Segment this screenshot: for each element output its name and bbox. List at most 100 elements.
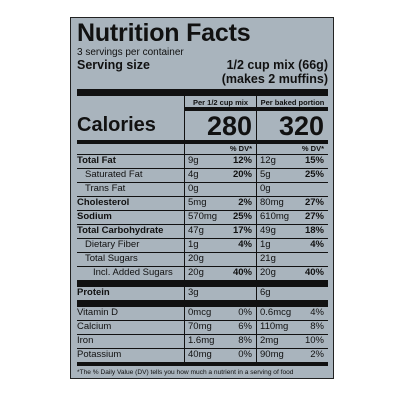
nutrient-baked-cell: 1g 4% xyxy=(256,239,328,252)
nutrient-baked-amount: 21g xyxy=(260,253,276,264)
nutrient-row: Sodium 570mg 25% 610mg 27% xyxy=(77,211,328,225)
vitamin-mix-cell: 40mg 0% xyxy=(184,349,256,362)
nutrient-baked-cell: 49g 18% xyxy=(256,225,328,238)
vitamin-mix-amount: 70mg xyxy=(188,321,212,332)
serving-size-label: Serving size xyxy=(77,58,150,72)
nutrient-row: Incl. Added Sugars 20g 40% 20g 40% xyxy=(77,267,328,280)
nutrient-row: Total Fat 9g 12% 12g 15% xyxy=(77,155,328,169)
divider-end xyxy=(77,362,328,366)
vitamin-mix-amount: 0mcg xyxy=(188,307,212,318)
nutrient-baked-amount: 1g xyxy=(260,239,271,250)
baked-column-header: Per baked portion xyxy=(257,96,328,111)
vitamin-baked-dv: 8% xyxy=(310,321,324,332)
vitamin-mix-dv: 6% xyxy=(238,321,252,332)
vitamin-row: Vitamin D 0mcg 0% 0.6mcg 4% xyxy=(77,307,328,321)
dv-header-baked: % DV* xyxy=(256,144,328,154)
vitamin-row: Iron 1.6mg 8% 2mg 10% xyxy=(77,335,328,349)
baked-column: Per baked portion 320 xyxy=(256,96,328,141)
label-title: Nutrition Facts xyxy=(77,19,251,47)
nutrient-mix-dv: 17% xyxy=(232,225,252,236)
nutrient-label: Dietary Fiber xyxy=(85,239,140,250)
vitamin-mix-dv: 0% xyxy=(238,349,252,360)
vitamin-baked-dv: 10% xyxy=(304,335,324,346)
calories-baked-value: 320 xyxy=(278,111,324,141)
nutrient-label: Sodium xyxy=(77,211,112,222)
vitamin-label: Vitamin D xyxy=(77,307,119,318)
nutrient-mix-dv: 4% xyxy=(238,239,252,250)
nutrient-baked-amount: 12g xyxy=(260,155,276,166)
divider-thick xyxy=(77,89,328,96)
dv-header-mix: % DV* xyxy=(184,144,256,154)
nutrient-baked-dv: 15% xyxy=(304,155,324,166)
nutrient-baked-dv: 25% xyxy=(304,169,324,180)
nutrient-row: Total Sugars 20g 21g xyxy=(77,253,328,267)
nutrient-baked-dv: 18% xyxy=(304,225,324,236)
nutrient-mix-amount: 9g xyxy=(188,155,199,166)
calories-block: Calories Per 1/2 cup mix 280 Per baked p… xyxy=(77,96,328,144)
vitamin-mix-cell: 0mcg 0% xyxy=(184,307,256,320)
serving-size-value-2: (makes 2 muffins) xyxy=(221,72,328,86)
calories-label: Calories xyxy=(77,114,156,136)
vitamin-row: Calcium 70mg 6% 110mg 8% xyxy=(77,321,328,335)
nutrient-mix-cell: 9g 12% xyxy=(184,155,256,168)
protein-mix-amount: 3g xyxy=(184,287,256,300)
nutrient-mix-amount: 1g xyxy=(188,239,199,250)
vitamin-baked-amount: 90mg xyxy=(260,349,284,360)
nutrient-label: Incl. Added Sugars xyxy=(93,267,173,278)
nutrient-baked-cell: 5g 25% xyxy=(256,169,328,182)
vitamin-baked-cell: 2mg 10% xyxy=(256,335,328,348)
nutrient-mix-amount: 47g xyxy=(188,225,204,236)
nutrient-mix-cell: 0g xyxy=(184,183,256,196)
nutrient-mix-amount: 570mg xyxy=(188,211,218,222)
divider-mid xyxy=(77,300,328,307)
nutrient-baked-amount: 0g xyxy=(260,183,271,194)
vitamin-mix-dv: 0% xyxy=(238,307,252,318)
nutrient-mix-dv: 20% xyxy=(232,169,252,180)
mix-column: Per 1/2 cup mix 280 xyxy=(184,96,256,141)
nutrient-row: Trans Fat 0g 0g xyxy=(77,183,328,197)
mix-column-header: Per 1/2 cup mix xyxy=(185,96,256,111)
nutrient-mix-amount: 0g xyxy=(188,183,199,194)
vitamin-baked-amount: 0.6mcg xyxy=(260,307,292,318)
nutrient-row: Saturated Fat 4g 20% 5g 25% xyxy=(77,169,328,183)
vitamin-baked-dv: 2% xyxy=(310,349,324,360)
nutrient-row: Dietary Fiber 1g 4% 1g 4% xyxy=(77,239,328,253)
dv-header-row: % DV* % DV* xyxy=(77,144,328,155)
vitamin-baked-amount: 110mg xyxy=(260,321,289,332)
calories-mix-value: 280 xyxy=(206,111,252,141)
serving-size-value-1: 1/2 cup mix (66g) xyxy=(226,58,328,72)
nutrient-baked-cell: 0g xyxy=(256,183,328,196)
nutrient-mix-dv: 12% xyxy=(232,155,252,166)
vitamin-baked-cell: 0.6mcg 4% xyxy=(256,307,328,320)
nutrient-mix-cell: 20g xyxy=(184,253,256,266)
nutrient-baked-amount: 610mg xyxy=(260,211,290,222)
vitamin-mix-amount: 1.6mg xyxy=(188,335,215,346)
protein-label: Protein xyxy=(77,287,110,298)
nutrient-baked-cell: 610mg 27% xyxy=(256,211,328,224)
vitamin-baked-dv: 4% xyxy=(310,307,324,318)
nutrient-mix-amount: 20g xyxy=(188,253,204,264)
vitamin-baked-amount: 2mg xyxy=(260,335,279,346)
nutrient-mix-amount: 4g xyxy=(188,169,199,180)
vitamin-baked-cell: 90mg 2% xyxy=(256,349,328,362)
protein-row: Protein 3g 6g xyxy=(77,287,328,300)
nutrient-baked-cell: 80mg 27% xyxy=(256,197,328,210)
nutrient-mix-cell: 4g 20% xyxy=(184,169,256,182)
nutrient-baked-amount: 20g xyxy=(260,267,276,278)
nutrient-row: Cholesterol 5mg 2% 80mg 27% xyxy=(77,197,328,211)
nutrient-label: Saturated Fat xyxy=(85,169,143,180)
vitamin-baked-cell: 110mg 8% xyxy=(256,321,328,334)
vitamin-mix-dv: 8% xyxy=(238,335,252,346)
vitamin-rows: Vitamin D 0mcg 0% 0.6mcg 4% Calcium 70mg 6% 110m… xyxy=(77,307,328,362)
nutrient-label: Total Carbohydrate xyxy=(77,225,164,236)
nutrient-baked-amount: 5g xyxy=(260,169,271,180)
nutrient-mix-dv: 2% xyxy=(238,197,252,208)
nutrient-mix-amount: 20g xyxy=(188,267,204,278)
nutrient-mix-cell: 47g 17% xyxy=(184,225,256,238)
vitamin-row: Potassium 40mg 0% 90mg 2% xyxy=(77,349,328,362)
vitamin-label: Potassium xyxy=(77,349,122,360)
nutrient-baked-amount: 49g xyxy=(260,225,276,236)
nutrient-mix-cell: 570mg 25% xyxy=(184,211,256,224)
nutrient-baked-cell: 20g 40% xyxy=(256,267,328,280)
footnote: *The % Daily Value (DV) tells you how mu… xyxy=(77,369,317,378)
